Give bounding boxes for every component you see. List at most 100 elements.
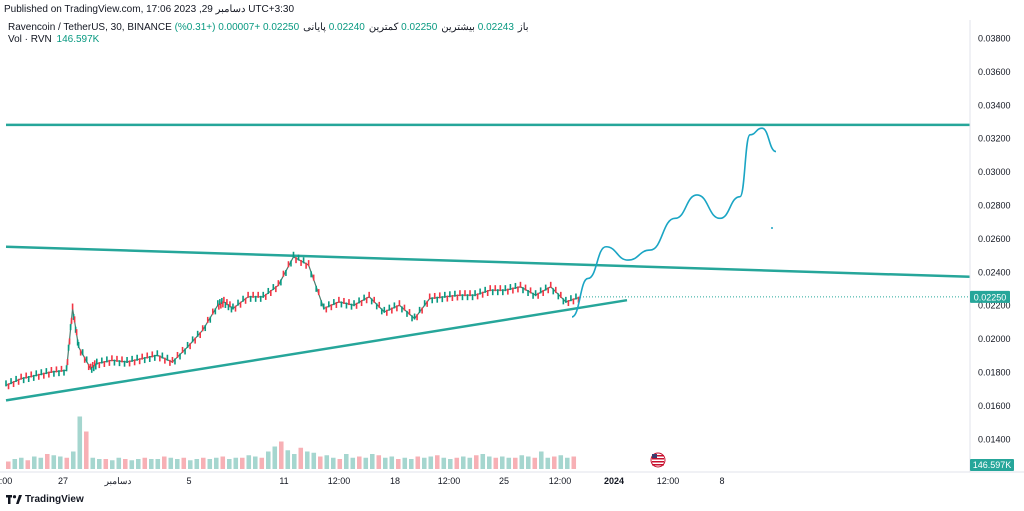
volume-bar [279,441,284,469]
candle [360,300,363,307]
candle [350,303,353,310]
volume-legend: Vol · RVN 146.597K [8,34,99,45]
footer-brand[interactable]: TradingView [6,494,84,505]
candle [572,298,575,305]
volume-bar [253,456,258,469]
candle [224,301,227,308]
candle [20,373,22,380]
candle [55,366,58,373]
candle [191,336,194,343]
candle [577,296,580,303]
candle [76,339,79,346]
candle [221,297,223,304]
candle [12,381,15,388]
candle [388,304,391,311]
candle [277,280,280,287]
volume-bar [415,456,421,469]
candle [113,359,116,366]
candle [325,306,328,313]
footer-brand-label: TradingView [25,494,84,505]
candle [570,295,572,302]
candle [363,294,365,301]
candle [479,288,481,295]
candle [230,306,233,313]
volume-bar [64,457,70,469]
candle [358,297,360,304]
volume-bar [51,455,57,469]
candle [249,295,252,302]
candle [562,298,565,305]
candle [262,291,265,298]
candle [537,292,539,299]
candle [524,284,527,291]
candle [242,295,244,302]
candle [307,260,310,267]
volume-bar [25,460,31,469]
volume-bar [396,459,401,469]
candle [333,299,335,306]
candle [65,365,68,372]
candle [449,291,451,298]
volume-bar [513,457,518,469]
candle [206,316,209,323]
volume-bars [6,416,577,469]
volume-bar [454,457,460,469]
volume-bar [84,431,89,469]
candle [196,330,199,337]
volume-bar [318,456,323,469]
volume-bar [324,455,330,469]
candle [15,375,17,382]
candle [184,348,186,355]
volume-bar [519,455,525,469]
candle [575,293,577,300]
candle [40,369,43,376]
candle [108,359,111,366]
candle [519,281,522,288]
candle [378,301,381,308]
candle [143,357,146,364]
candle [343,297,345,304]
candle [421,307,423,314]
candle [103,360,106,367]
candle [60,365,63,372]
volume-bar [350,457,356,469]
volume-bar [480,454,486,469]
candle [58,370,60,377]
candle [254,295,257,302]
candle [557,293,560,300]
candle [53,370,55,377]
candle [413,313,416,320]
price-tags: 0.02250 146.597K [970,290,1014,471]
legend-close-label: پایانی [303,22,326,33]
candle [542,290,544,297]
flag-stripe [652,458,664,460]
candle [169,359,171,366]
candle [45,368,48,375]
legend-low: 0.02240 [328,22,365,33]
candle [446,295,449,302]
candle [116,355,118,362]
candle [454,290,456,297]
candle [315,285,317,292]
volume-legend-value: 146.597K [56,34,100,45]
volume-bar [129,460,135,469]
volume-bar [506,457,512,469]
candle [401,306,403,313]
candle [481,291,484,298]
candle [391,307,393,314]
candle [416,314,418,321]
volume-bar [461,456,466,469]
candle [456,294,459,301]
legend-symbol[interactable]: Ravencoin / TetherUS, 30, BINANCE [8,22,172,33]
time-tick-label: 11 [279,476,288,486]
legend-open-label: باز [517,22,529,33]
candle [312,274,315,281]
price-tick-label: 0.02000 [978,334,1011,344]
price-tick-label: 0.03000 [978,167,1011,177]
candle [164,357,166,364]
volume-bar [136,459,141,469]
candle [95,358,98,365]
candle [156,350,159,357]
candle [408,309,411,316]
